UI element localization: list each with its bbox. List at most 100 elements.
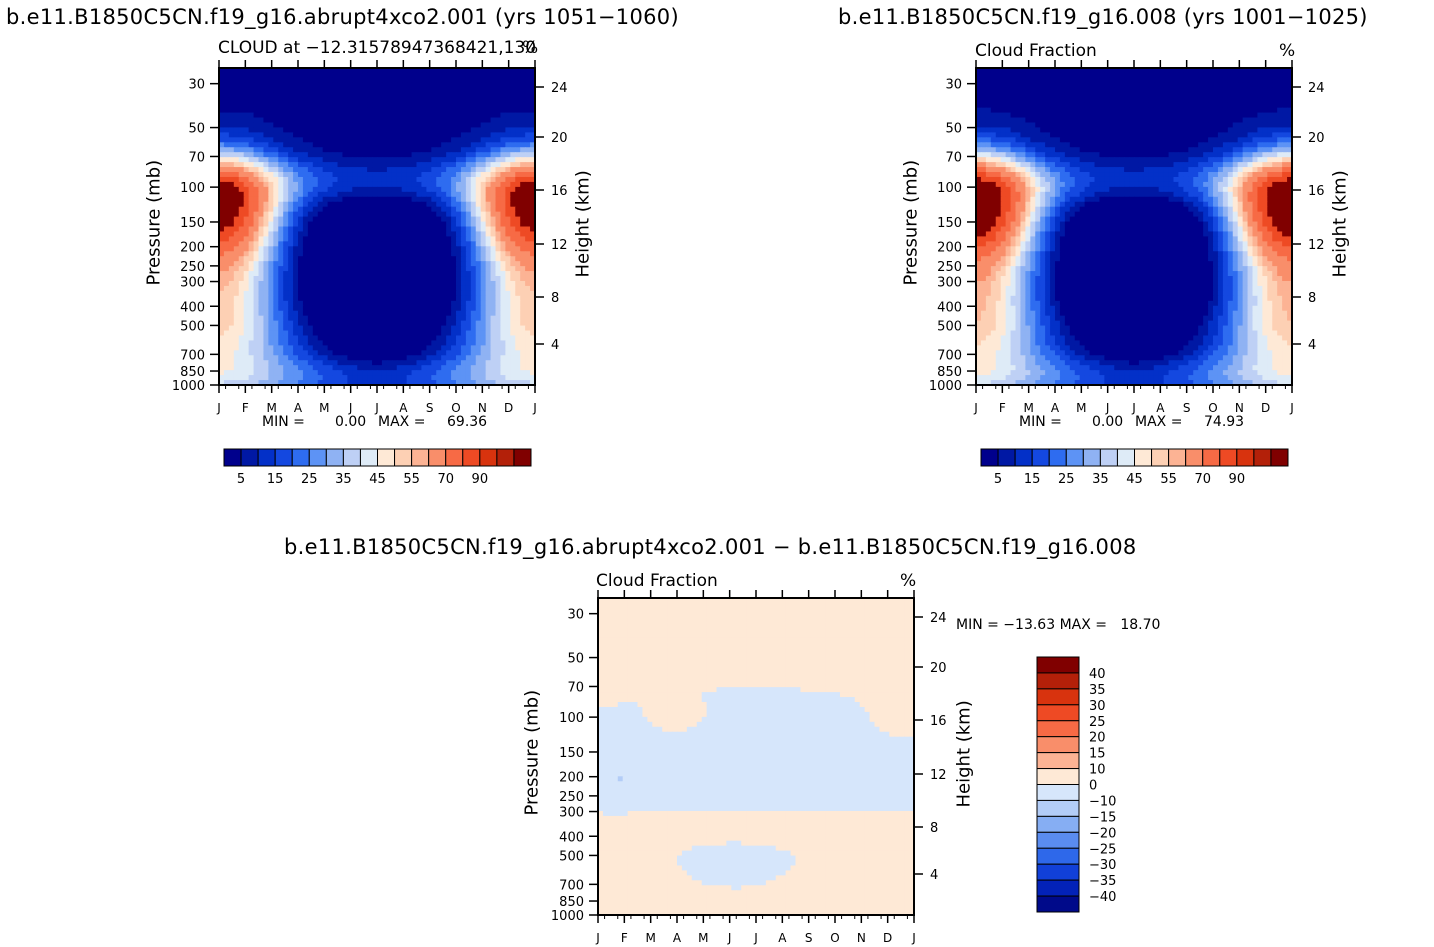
panel1-cell: [367, 186, 373, 193]
panel1-cell: [500, 365, 506, 371]
panel2-cell: [1267, 87, 1273, 94]
panel1-cell: [465, 271, 472, 277]
panel1-cell: [500, 107, 506, 114]
panel1-cell: [485, 340, 492, 346]
panel1-cell: [372, 127, 378, 133]
panel1-cell: [381, 72, 388, 79]
panel1-cell: [451, 112, 457, 119]
panel1-cell: [288, 196, 294, 203]
panel1-cell: [357, 360, 363, 366]
panel1-cell: [263, 176, 269, 183]
panel2-cell: [1217, 82, 1224, 89]
panel1-cell: [337, 251, 344, 257]
panel1-cell: [500, 122, 506, 129]
panel1-cell: [322, 152, 329, 158]
panel1-cell: [490, 305, 497, 312]
panel1-cell: [362, 375, 368, 381]
panel1-cell: [505, 276, 511, 282]
panel1-cell: [441, 107, 447, 114]
panel1-cell: [288, 271, 294, 277]
panel1-cell: [298, 221, 304, 228]
panel1-cell: [490, 152, 497, 158]
panel2-cell: [1084, 117, 1091, 124]
panel1-cell: [416, 107, 423, 114]
panel2-cell: [1237, 97, 1244, 104]
panel1-cell: [441, 211, 447, 218]
panel2-cell: [1232, 68, 1239, 74]
panel1-cell: [451, 152, 457, 158]
panel2-cell: [1059, 92, 1066, 99]
panel1-cell: [327, 142, 334, 148]
panel1-cell: [243, 221, 250, 228]
panel1-cell: [298, 340, 304, 346]
panel1-cell: [352, 266, 358, 272]
panel2-cell: [1168, 117, 1175, 124]
panel1-cell: [381, 68, 388, 74]
panel1-cell: [406, 137, 413, 143]
panel1-cell: [480, 127, 487, 133]
panel1-cell: [268, 221, 274, 228]
panel1-cell: [456, 355, 462, 361]
panel1-cell: [243, 285, 250, 292]
panel2-cell: [1267, 68, 1273, 74]
panel1-cell: [263, 246, 269, 252]
panel1-cell: [332, 360, 339, 366]
panel1-cell: [401, 162, 408, 168]
panel1-cell: [258, 276, 265, 282]
panel2-cell: [985, 87, 992, 94]
panel2-cell: [1242, 117, 1249, 124]
panel1-cell: [302, 157, 309, 163]
panel1-cell: [480, 68, 487, 74]
panel1-cell: [258, 251, 265, 257]
panel1-cell: [436, 241, 442, 247]
panel1-cell: [278, 216, 284, 223]
panel1-cell: [332, 300, 339, 307]
panel1-cell: [456, 380, 462, 386]
panel2-cell: [990, 82, 997, 89]
panel2-cell: [1217, 122, 1224, 129]
panel1-cell: [490, 325, 497, 332]
panel1-cell: [465, 211, 472, 218]
panel1-cell: [298, 216, 304, 223]
panel2-cell: [1282, 117, 1288, 124]
panel1-cell: [347, 340, 353, 346]
panel1-cell: [460, 365, 467, 371]
panel1-cell: [238, 127, 245, 133]
panel1-cell: [233, 82, 240, 89]
panel1-cell: [470, 231, 477, 237]
panel2-cell: [1272, 117, 1278, 124]
panel1-cell: [431, 276, 437, 282]
panel1-cell: [411, 266, 418, 272]
panel1-cell: [446, 266, 452, 272]
panel1-cell: [416, 246, 423, 252]
panel1-cell: [460, 375, 467, 381]
panel2-cell: [1030, 97, 1036, 104]
panel1-cell: [396, 330, 403, 337]
panel1-cell: [283, 310, 289, 317]
panel1-cell: [446, 305, 452, 312]
panel1-cell: [465, 107, 472, 114]
panel1-cell: [406, 266, 413, 272]
panel1-cell: [228, 162, 235, 168]
panel1-cell: [465, 172, 472, 178]
panel1-cell: [307, 206, 314, 213]
panel1-cell: [401, 147, 408, 153]
panel1-cell: [381, 157, 388, 163]
panel1-cell: [332, 236, 339, 242]
panel1-cell: [238, 132, 245, 138]
panel1-cell: [302, 320, 309, 327]
panel1-cell: [416, 216, 423, 223]
panel1-cell: [258, 206, 265, 213]
panel2-cell: [1173, 72, 1180, 79]
panel1-cell: [381, 122, 388, 129]
panel1-cell: [470, 345, 477, 351]
panel1-cell: [357, 246, 363, 252]
panel1-cell: [253, 261, 260, 267]
panel1-cell: [421, 107, 427, 114]
panel1-cell: [470, 206, 477, 213]
panel1-cell: [219, 335, 225, 342]
panel1-cell: [238, 360, 245, 366]
panel2-cell: [1163, 87, 1170, 94]
panel2-cell: [1114, 77, 1120, 84]
panel1-cell: [352, 162, 358, 168]
